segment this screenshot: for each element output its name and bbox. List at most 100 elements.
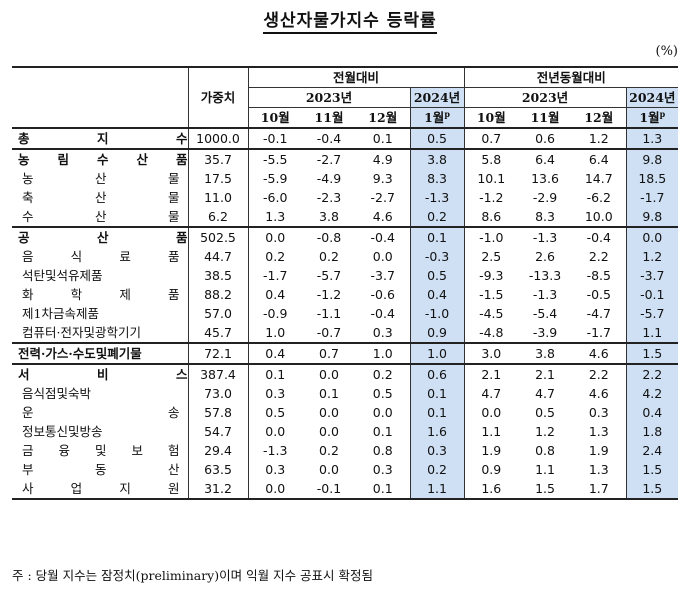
table-body: 총 지 수 1000.0 -0.1 -0.4 0.1 0.5 0.7 0.6 1.2 1.3 농 림… [12,127,679,500]
mom-cell: 0.3 [409,441,465,460]
mom-cell: -0.1 [247,127,302,149]
yoy-cell: 4.6 [588,386,609,401]
mom-cell: 4.6 [372,209,393,224]
row-label: 화 학 제 품 [22,287,180,302]
yoy-cell: 3.0 [463,342,519,364]
yoy-cell: 4.6 [572,342,627,364]
yoy-cell: 1.1 [625,323,679,343]
yoy-cell: -1.0 [463,226,519,247]
header-yoy-2024: 2024년 [625,87,679,108]
mom-cell: -0.8 [302,226,356,247]
mom-cell: -2.7 [370,190,395,205]
table-row: 운 송 57.8 0.5 0.0 0.0 0.1 0.0 0.5 0.3 0.4 [12,403,679,422]
yoy-cell: 1.5 [518,479,573,500]
table-row: 수 산 물 6.2 1.3 3.8 4.6 0.2 8.6 8.3 10.0 9.8 [12,207,679,227]
yoy-cell: 10.0 [584,209,613,224]
header-category [12,66,188,128]
yoy-cell: 2.4 [625,441,679,460]
row-label: 제1차금속제품 [22,306,99,321]
yoy-cell: -0.4 [572,226,627,247]
yoy-cell: -6.2 [586,190,611,205]
yoy-cell: 6.4 [518,148,573,169]
weight-cell: 63.5 [187,460,248,479]
yoy-cell: 3.8 [518,342,573,364]
row-label: 금 융 및 보 험 [22,443,180,458]
yoy-cell: 1.1 [535,462,555,477]
mom-cell: -4.9 [316,171,342,186]
header-weight: 가중치 [187,66,248,128]
mom-cell: 0.0 [247,479,302,500]
mom-cell: 0.2 [409,207,465,227]
header-row-year: 2023년 2024년 2023년 2024년 [12,87,679,108]
mom-cell: 0.1 [409,384,465,403]
weight-cell: 17.5 [187,169,248,188]
table-row: 제1차금속제품 57.0 -0.9 -1.1 -0.4 -1.0 -4.5 -5.4 -4.7-… [12,304,679,323]
mom-cell: -1.7 [247,266,302,285]
mom-cell: 9.3 [372,171,393,186]
yoy-cell: 2.2 [572,363,627,384]
mom-cell: 3.8 [319,209,339,224]
yoy-cell: 18.5 [625,169,679,188]
mom-cell: -1.1 [316,306,342,321]
mom-cell: -0.6 [370,287,395,302]
mom-cell: 0.4 [409,285,465,304]
yoy-cell: -1.2 [463,188,519,207]
yoy-cell: -5.4 [532,306,558,321]
table-row: 전력·가스·수도및폐기물 72.1 0.4 0.7 1.0 1.0 3.0 3.8 4.6 1.5 [12,342,679,364]
yoy-cell: 1.3 [625,127,679,149]
yoy-cell: 0.8 [535,443,555,458]
mom-cell: 1.3 [247,207,302,227]
mom-cell: -0.4 [370,306,395,321]
table-row: 총 지 수 1000.0 -0.1 -0.4 0.1 0.5 0.7 0.6 1.2 1.3 [12,127,679,149]
mom-cell: 8.3 [409,169,465,188]
mom-cell: 1.6 [409,422,465,441]
header-month: 12월 [356,107,410,128]
yoy-cell: 0.0 [625,226,679,247]
header-month: 11월 [302,107,356,128]
table-row: 농 산 물 17.5 -5.9 -4.9 9.3 8.3 10.1 13.6 14.7 18.5 [12,169,679,188]
weight-cell: 6.2 [187,207,248,227]
row-label: 공 산 품 [12,226,188,247]
yoy-cell: 1.2 [535,424,555,439]
mom-cell: 0.3 [247,460,302,479]
weight-cell: 387.4 [187,363,248,384]
mom-cell: -0.1 [302,479,356,500]
mom-cell: -6.0 [247,188,302,207]
yoy-cell: -9.3 [463,266,519,285]
table-row: 사 업 지 원 31.2 0.0 -0.1 0.1 1.1 1.6 1.5 1.7 1.5 [12,479,679,500]
mom-cell: -1.3 [409,188,465,207]
yoy-cell: 0.7 [463,127,519,149]
yoy-cell: 1.5 [625,460,679,479]
yoy-cell: 1.9 [588,443,609,458]
row-label: 부 동 산 [22,462,180,477]
weight-cell: 502.5 [187,226,248,247]
table-row: 축 산 물 11.0 -6.0 -2.3 -2.7 -1.3 -1.2 -2.9 -6.2 -1.… [12,188,679,207]
table-row: 농 림 수 산 품 35.7 -5.5 -2.7 4.9 3.8 5.8 6.4 6.4 9.8 [12,148,679,169]
mom-cell: 0.7 [302,342,356,364]
table-row: 공 산 품 502.5 0.0 -0.8 -0.4 0.1 -1.0 -1.3 -0.4 0.0 [12,226,679,247]
yoy-cell: 1.6 [463,479,519,500]
yoy-cell: 1.1 [463,422,519,441]
mom-cell: 0.5 [247,403,302,422]
mom-cell: 0.2 [409,460,465,479]
mom-cell: 0.6 [409,363,465,384]
mom-cell: 0.1 [356,479,410,500]
header-row-month: 10월 11월 12월 1월p 10월 11월 12월 1월p [12,107,679,128]
mom-cell: 3.8 [409,148,465,169]
mom-cell: 0.0 [319,424,339,439]
yoy-cell: 2.6 [535,249,555,264]
row-label: 컴퓨터·전자및광학기기 [22,325,141,340]
mom-cell: 1.0 [247,323,302,343]
mom-cell: -0.4 [356,226,410,247]
mom-cell: -1.0 [409,304,465,323]
weight-cell: 45.7 [187,323,248,343]
mom-cell: 0.1 [356,127,410,149]
row-label: 농 산 물 [22,171,180,186]
mom-cell: 0.8 [372,443,393,458]
yoy-cell: 2.2 [588,249,609,264]
row-label: 정보통신및방송 [22,424,103,439]
mom-cell: 1.0 [409,342,465,364]
yoy-cell: -3.7 [625,266,679,285]
mom-cell: 0.2 [319,249,339,264]
mom-cell: -1.2 [316,287,342,302]
